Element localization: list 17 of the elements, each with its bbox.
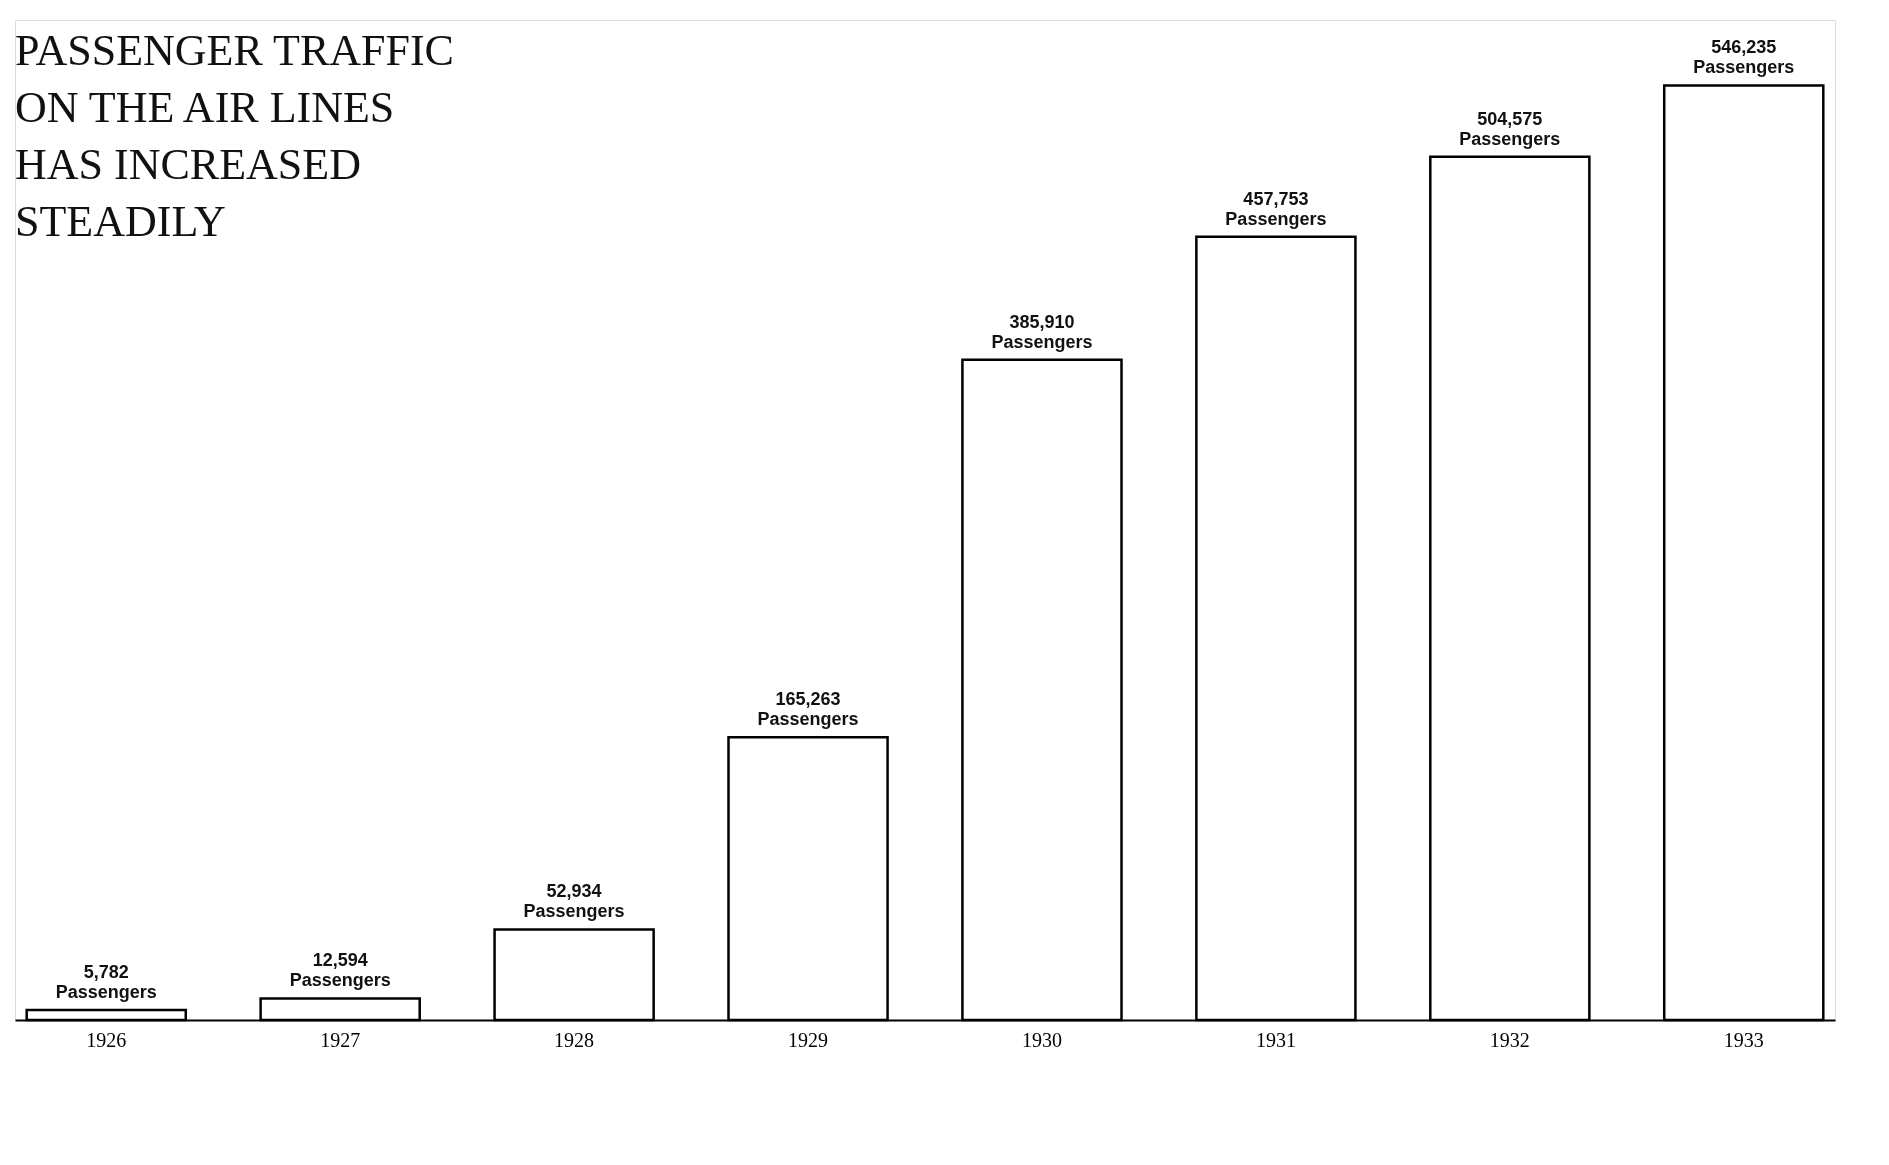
- x-tick-label: 1928: [554, 1028, 595, 1051]
- x-tick-label: 1927: [320, 1028, 361, 1051]
- data-label: 504,575 Passengers: [1459, 108, 1561, 149]
- data-label: 546,235 Passengers: [1693, 37, 1795, 78]
- x-tick-label: 1926: [86, 1028, 127, 1051]
- x-tick-label: 1931: [1255, 1028, 1296, 1051]
- data-label: 457,753 Passengers: [1225, 188, 1327, 229]
- text: PASSENGER TRAFFIC ON THE AIR LINES HAS INCREASED STEADILY: [15, 26, 454, 246]
- x-tick-label: 1929: [788, 1028, 829, 1051]
- data-label: 12,594 Passengers: [289, 950, 391, 991]
- data-label: 5,782 Passengers: [55, 962, 157, 1003]
- data-label: 385,910 Passengers: [991, 311, 1093, 352]
- x-tick-label: 1933: [1723, 1028, 1764, 1051]
- data-label: 165,263 Passengers: [757, 689, 859, 730]
- x-tick-label: 1932: [1489, 1028, 1530, 1051]
- data-label: 52,934 Passengers: [523, 881, 625, 922]
- x-tick-label: 1930: [1021, 1028, 1062, 1051]
